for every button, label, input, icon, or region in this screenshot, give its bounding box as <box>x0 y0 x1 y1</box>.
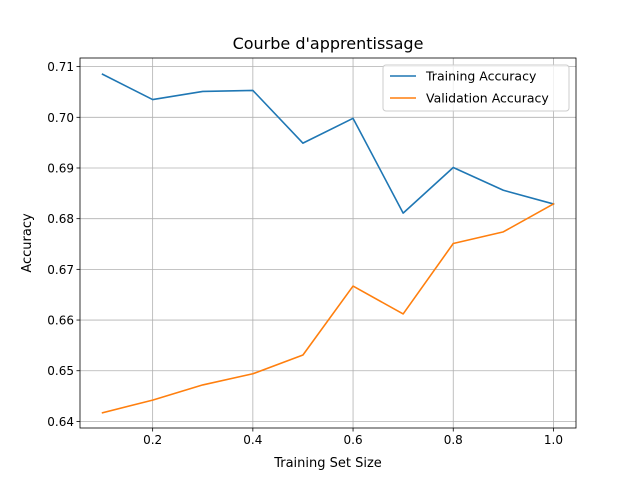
x-tick-label: 0.6 <box>344 433 363 447</box>
plot-area <box>80 58 576 428</box>
y-tick-label: 0.64 <box>47 415 74 429</box>
plot-frame <box>79 57 577 429</box>
series-layer <box>101 73 555 414</box>
y-tick-label: 0.65 <box>47 364 74 378</box>
x-tick-label: 0.8 <box>444 433 463 447</box>
series-line-validation-accuracy <box>101 202 555 414</box>
series-line-training-accuracy <box>101 73 555 214</box>
x-tick-label: 1.0 <box>544 433 563 447</box>
x-axis-label: Training Set Size <box>273 456 382 471</box>
legend-box <box>382 64 570 112</box>
legend-label: Validation Accuracy <box>426 91 549 106</box>
x-axis: 0.2 0.4 0.6 0.8 1.0 <box>143 428 563 447</box>
y-axis-label: Accuracy <box>20 213 35 273</box>
y-tick-label: 0.68 <box>47 212 74 226</box>
legend: Training Accuracy Validation Accuracy <box>382 64 570 112</box>
y-tick-label: 0.71 <box>47 60 74 74</box>
y-tick-label: 0.70 <box>47 111 74 125</box>
y-tick-label: 0.67 <box>47 263 74 277</box>
y-tick-label: 0.66 <box>47 314 74 328</box>
y-axis: 0.64 0.65 0.66 0.67 0.68 0.69 0.70 0.71 <box>47 60 80 429</box>
chart-title: Courbe d'apprentissage <box>233 34 424 53</box>
x-tick-label: 0.4 <box>243 433 262 447</box>
legend-label: Training Accuracy <box>425 69 537 84</box>
x-tick-label: 0.2 <box>143 433 162 447</box>
y-tick-label: 0.69 <box>47 161 74 175</box>
